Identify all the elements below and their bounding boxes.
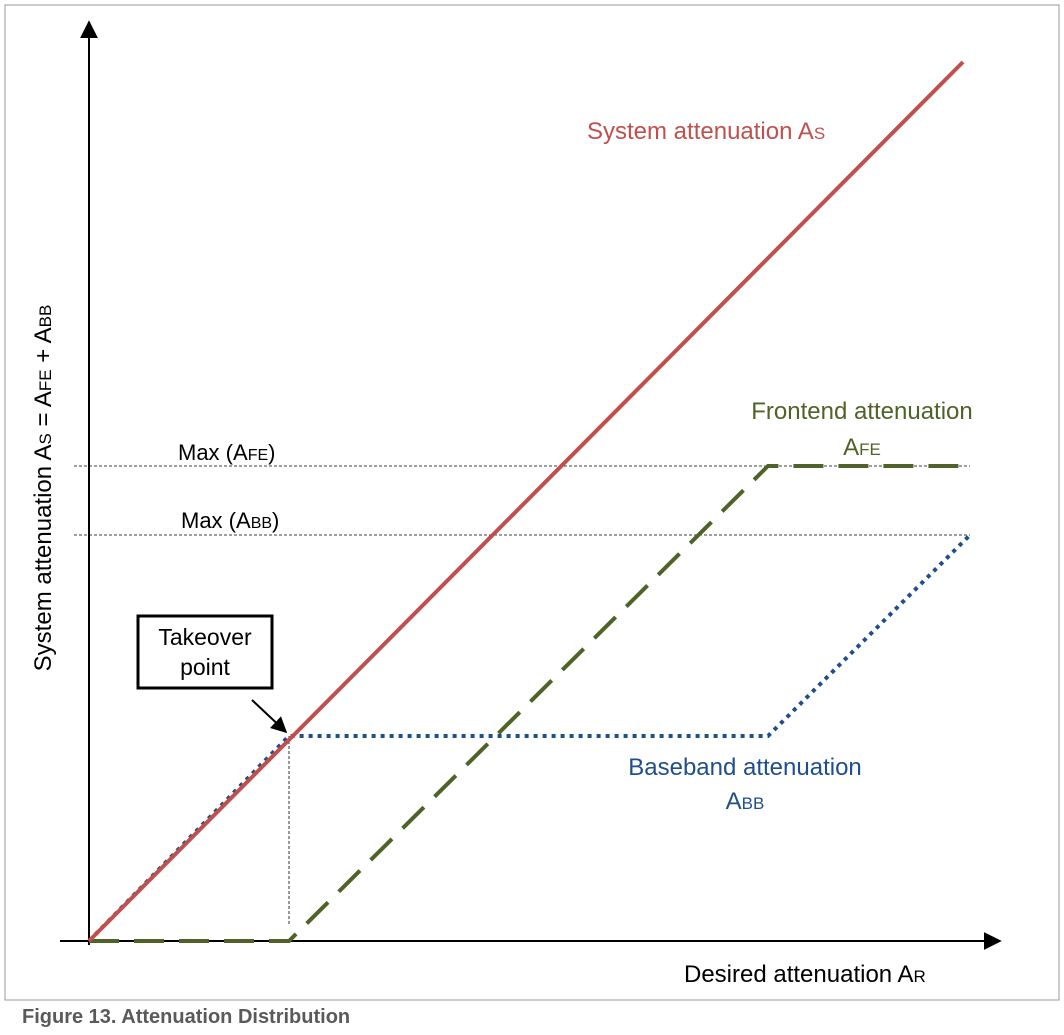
y-axis-label: System attenuation AS = AFE + ABB	[30, 305, 57, 672]
frontend-attenuation-symbol: AFE	[843, 434, 881, 461]
figure-caption: Figure 13. Attenuation Distribution	[22, 1006, 351, 1028]
system-attenuation-label: System attenuation AS	[587, 118, 825, 145]
frontend-attenuation-label: Frontend attenuation	[751, 398, 973, 425]
baseband-attenuation-label: Baseband attenuation	[628, 754, 862, 781]
baseband-attenuation-line	[87, 533, 972, 943]
takeover-point-label-line1: Takeover	[158, 624, 252, 650]
takeover-point-box	[136, 614, 274, 690]
baseband-attenuation-symbol: ABB	[726, 788, 765, 815]
max-fe-label: Max (AFE)	[178, 440, 275, 465]
takeover-point-label-line2: point	[180, 654, 230, 680]
system-attenuation-line	[87, 60, 965, 943]
frontend-attenuation-line	[89, 464, 970, 943]
max-bb-label: Max (ABB)	[181, 508, 279, 533]
x-axis-label: Desired attenuation AR	[684, 961, 926, 988]
figure-border	[4, 4, 1060, 1001]
takeover-point-arrow	[251, 699, 288, 734]
